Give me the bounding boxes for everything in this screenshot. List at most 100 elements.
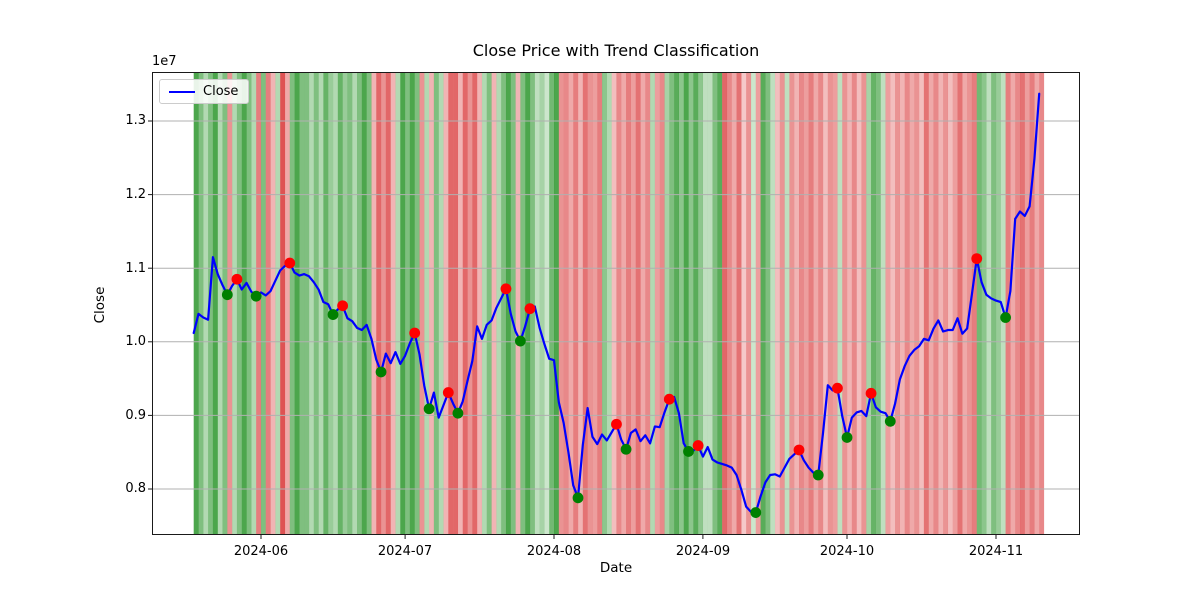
- legend-label: Close: [203, 84, 239, 99]
- downtrend-band: [635, 72, 641, 535]
- downtrend-band: [419, 72, 425, 535]
- uptrend-band: [400, 72, 406, 535]
- downtrend-band: [457, 72, 463, 535]
- uptrend-band: [664, 72, 670, 535]
- uptrend-band: [995, 72, 1001, 535]
- peak-marker: [524, 303, 536, 315]
- peak-marker: [692, 440, 704, 451]
- uptrend-band: [520, 72, 526, 535]
- downtrend-band: [746, 72, 752, 535]
- uptrend-band: [976, 72, 982, 535]
- uptrend-band: [352, 72, 358, 535]
- uptrend-band: [409, 72, 415, 535]
- uptrend-band: [871, 72, 876, 535]
- downtrend-band: [861, 72, 867, 535]
- uptrend-band: [875, 72, 881, 535]
- downtrend-band: [952, 72, 958, 535]
- downtrend-band: [1010, 72, 1016, 535]
- y-tick-label: 1.2: [125, 187, 146, 202]
- downtrend-band: [659, 72, 665, 535]
- downtrend-band: [731, 72, 737, 535]
- uptrend-band: [328, 72, 334, 535]
- uptrend-band: [986, 72, 992, 535]
- uptrend-band: [212, 72, 218, 535]
- uptrend-band: [304, 72, 310, 535]
- y-tick-label: 1.1: [125, 261, 146, 276]
- downtrend-band: [823, 72, 828, 535]
- downtrend-band: [640, 72, 646, 535]
- uptrend-band: [275, 72, 281, 535]
- trough-marker: [514, 335, 526, 347]
- uptrend-band: [544, 72, 550, 535]
- uptrend-band: [712, 72, 718, 535]
- downtrend-band: [256, 72, 262, 535]
- downtrend-band: [1039, 72, 1045, 535]
- trough-marker: [620, 443, 632, 455]
- downtrend-band: [616, 72, 622, 535]
- uptrend-band: [260, 72, 266, 535]
- uptrend-band: [193, 72, 199, 535]
- downtrend-band: [856, 72, 862, 535]
- x-tick-label: 2024-10: [819, 544, 875, 559]
- downtrend-band: [943, 72, 949, 535]
- uptrend-band: [717, 72, 723, 535]
- downtrend-band: [1015, 72, 1021, 535]
- uptrend-band: [784, 72, 790, 535]
- uptrend-band: [294, 72, 300, 535]
- downtrend-band: [1029, 72, 1035, 535]
- downtrend-band: [270, 72, 276, 535]
- downtrend-band: [477, 72, 483, 535]
- downtrend-band: [1024, 72, 1030, 535]
- uptrend-band: [760, 72, 766, 535]
- trough-marker: [841, 432, 853, 443]
- uptrend-band: [241, 72, 247, 535]
- downtrend-band: [429, 72, 434, 535]
- downtrend-band: [947, 72, 953, 535]
- x-tick-label: 2024-09: [675, 544, 731, 559]
- uptrend-band: [481, 72, 487, 535]
- downtrend-band: [568, 72, 574, 535]
- downtrend-band: [597, 72, 603, 535]
- downtrend-band: [645, 72, 651, 535]
- downtrend-band: [1034, 72, 1040, 535]
- downtrend-band: [923, 72, 929, 535]
- downtrend-band: [592, 72, 598, 535]
- peak-marker: [500, 283, 512, 295]
- downtrend-band: [376, 72, 382, 535]
- downtrend-band: [832, 72, 838, 535]
- uptrend-band: [688, 72, 694, 535]
- uptrend-band: [299, 72, 305, 535]
- peak-marker: [663, 393, 675, 405]
- plot-svg: [148, 72, 1080, 539]
- uptrend-band: [1000, 72, 1006, 535]
- uptrend-band: [866, 72, 872, 535]
- downtrend-band: [842, 72, 848, 535]
- x-tick-label: 2024-06: [233, 544, 289, 559]
- trough-marker: [1000, 312, 1011, 323]
- peak-marker: [793, 444, 805, 456]
- downtrend-band: [799, 72, 804, 535]
- downtrend-band: [794, 72, 800, 535]
- markers-layer: [221, 253, 1011, 518]
- uptrend-band: [433, 72, 439, 535]
- y-tick-label: 1.3: [125, 113, 146, 128]
- downtrend-band: [774, 72, 780, 535]
- uptrend-band: [232, 72, 238, 535]
- uptrend-band: [770, 72, 776, 535]
- downtrend-band: [515, 72, 521, 535]
- downtrend-band: [890, 72, 896, 535]
- grid-layer: [152, 120, 1080, 490]
- downtrend-band: [779, 72, 785, 535]
- downtrend-band: [847, 72, 852, 535]
- uptrend-band: [405, 72, 410, 535]
- y-tick-label: 0.8: [125, 481, 146, 496]
- uptrend-band: [246, 72, 252, 535]
- uptrend-band: [765, 72, 771, 535]
- downtrend-band: [818, 72, 824, 535]
- trough-marker: [683, 446, 694, 457]
- uptrend-band: [289, 72, 295, 535]
- downtrend-band: [462, 72, 468, 535]
- downtrend-band: [385, 72, 391, 535]
- downtrend-band: [808, 72, 814, 535]
- x-axis-label: Date: [599, 560, 633, 576]
